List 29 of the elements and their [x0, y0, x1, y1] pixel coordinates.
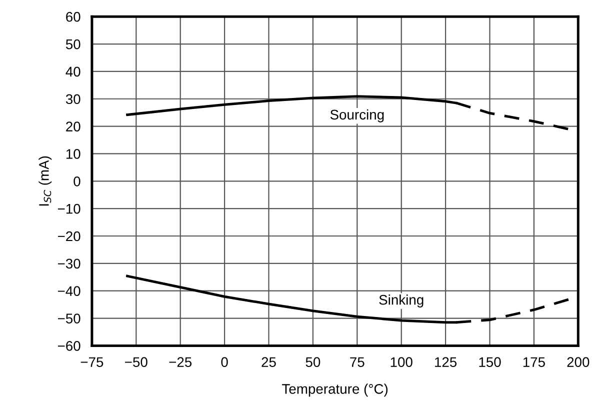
y-tick-label: −40 — [58, 286, 80, 296]
y-tick-label: 20 — [66, 122, 80, 132]
y-axis-title: I$_{SC}$ (mA) — [38, 156, 52, 206]
x-tick-label: 75 — [350, 357, 364, 368]
y-tick-label: −20 — [58, 231, 80, 242]
x-axis-title: Temperature (°C) — [282, 384, 388, 397]
y-tick-label: 0 — [74, 176, 80, 186]
x-tick-label: 0 — [221, 357, 228, 368]
x-tick-label: 200 — [567, 357, 590, 368]
x-tick-label: −50 — [125, 357, 148, 368]
x-tick-label: 150 — [479, 357, 501, 368]
x-tick-label: −75 — [80, 357, 104, 368]
x-tick-label: 125 — [435, 357, 457, 368]
series-label: Sinking — [379, 294, 424, 308]
x-tick-label: 175 — [523, 357, 545, 368]
y-tick-label: −30 — [58, 258, 80, 269]
x-tick-label: 50 — [306, 357, 320, 368]
series-label: Sourcing — [330, 109, 384, 122]
y-tick-label: −50 — [58, 314, 80, 324]
y-tick-label: 40 — [66, 66, 80, 77]
y-tick-label: −10 — [58, 204, 80, 214]
x-tick-label: 100 — [390, 357, 412, 368]
y-tick-label: 30 — [66, 94, 80, 104]
y-tick-label: 10 — [66, 149, 80, 159]
y-tick-label: 60 — [66, 12, 80, 22]
x-tick-label: 25 — [262, 357, 276, 368]
x-tick-label: −25 — [169, 357, 192, 368]
y-tick-label: 50 — [66, 39, 80, 50]
y-tick-label: −60 — [58, 341, 80, 351]
